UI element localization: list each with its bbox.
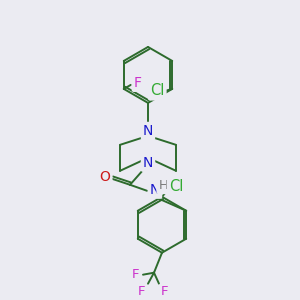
Text: N: N [143,124,153,138]
Text: H: H [158,179,168,192]
Text: O: O [100,170,110,184]
Text: F: F [131,268,139,281]
Text: N: N [143,156,153,170]
Text: F: F [137,285,145,298]
Text: F: F [161,285,169,298]
Text: Cl: Cl [150,83,164,98]
Text: F: F [134,76,142,90]
Text: N: N [150,183,160,197]
Text: Cl: Cl [169,179,183,194]
